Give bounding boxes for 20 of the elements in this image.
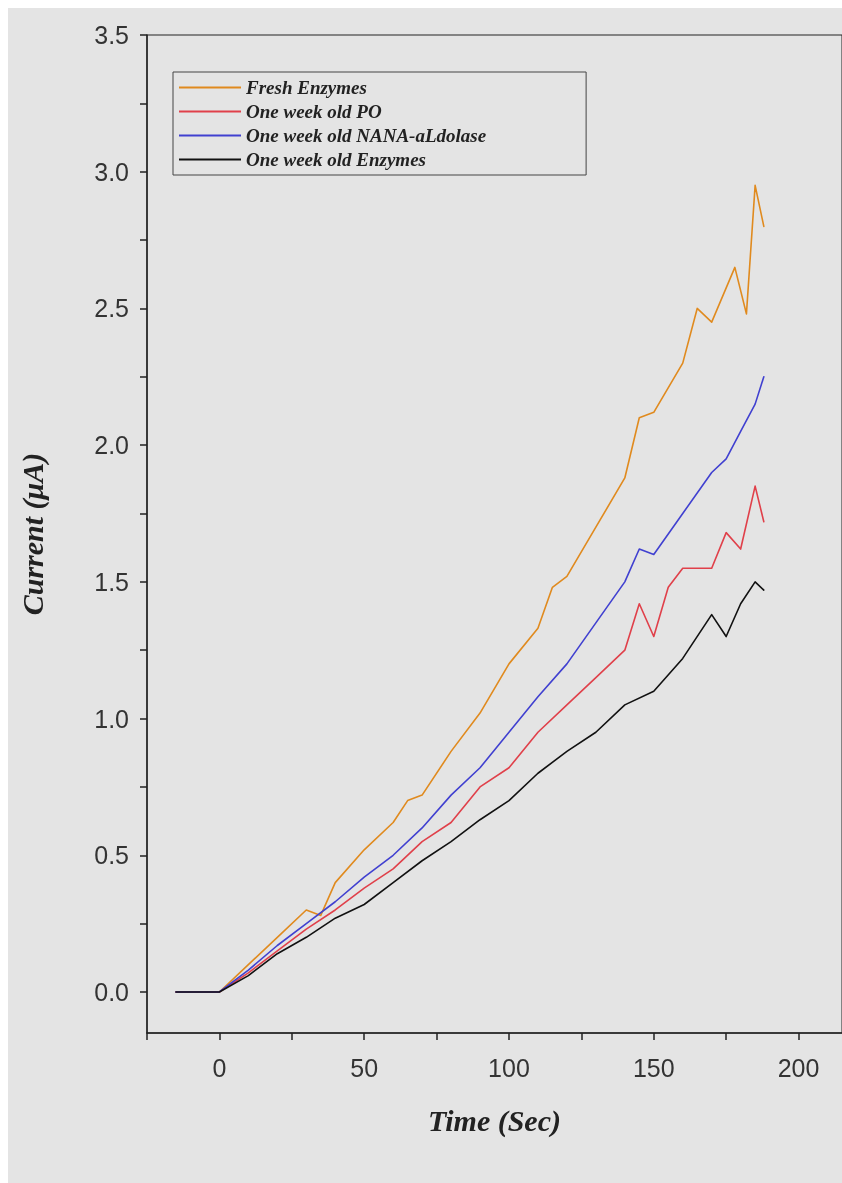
legend-label: One week old Enzymes bbox=[246, 149, 426, 170]
y-tick-label: 2.5 bbox=[94, 294, 129, 323]
x-tick-label: 100 bbox=[488, 1053, 530, 1082]
y-tick-label: 1.5 bbox=[94, 567, 129, 596]
y-tick-label: 0.0 bbox=[94, 977, 129, 1006]
y-tick-label: 3.5 bbox=[94, 21, 129, 49]
x-tick-label: 50 bbox=[350, 1053, 379, 1082]
legend-label: Fresh Enzymes bbox=[245, 77, 367, 98]
x-axis-title: Time (Sec) bbox=[428, 1103, 561, 1138]
y-axis-title: Current (μA) bbox=[15, 452, 50, 616]
legend-label: One week old PO bbox=[246, 101, 382, 122]
x-tick-label: 0 bbox=[212, 1053, 227, 1082]
x-tick-label: 150 bbox=[632, 1053, 675, 1082]
legend-label: One week old NANA-aLdolase bbox=[246, 125, 487, 146]
y-tick-label: 1.0 bbox=[94, 704, 129, 733]
y-tick-label: 0.5 bbox=[94, 841, 129, 870]
line-series bbox=[175, 581, 765, 993]
y-tick-label: 3.0 bbox=[94, 157, 129, 186]
x-tick-label: 200 bbox=[777, 1053, 820, 1082]
y-tick-label: 2.0 bbox=[94, 431, 129, 460]
